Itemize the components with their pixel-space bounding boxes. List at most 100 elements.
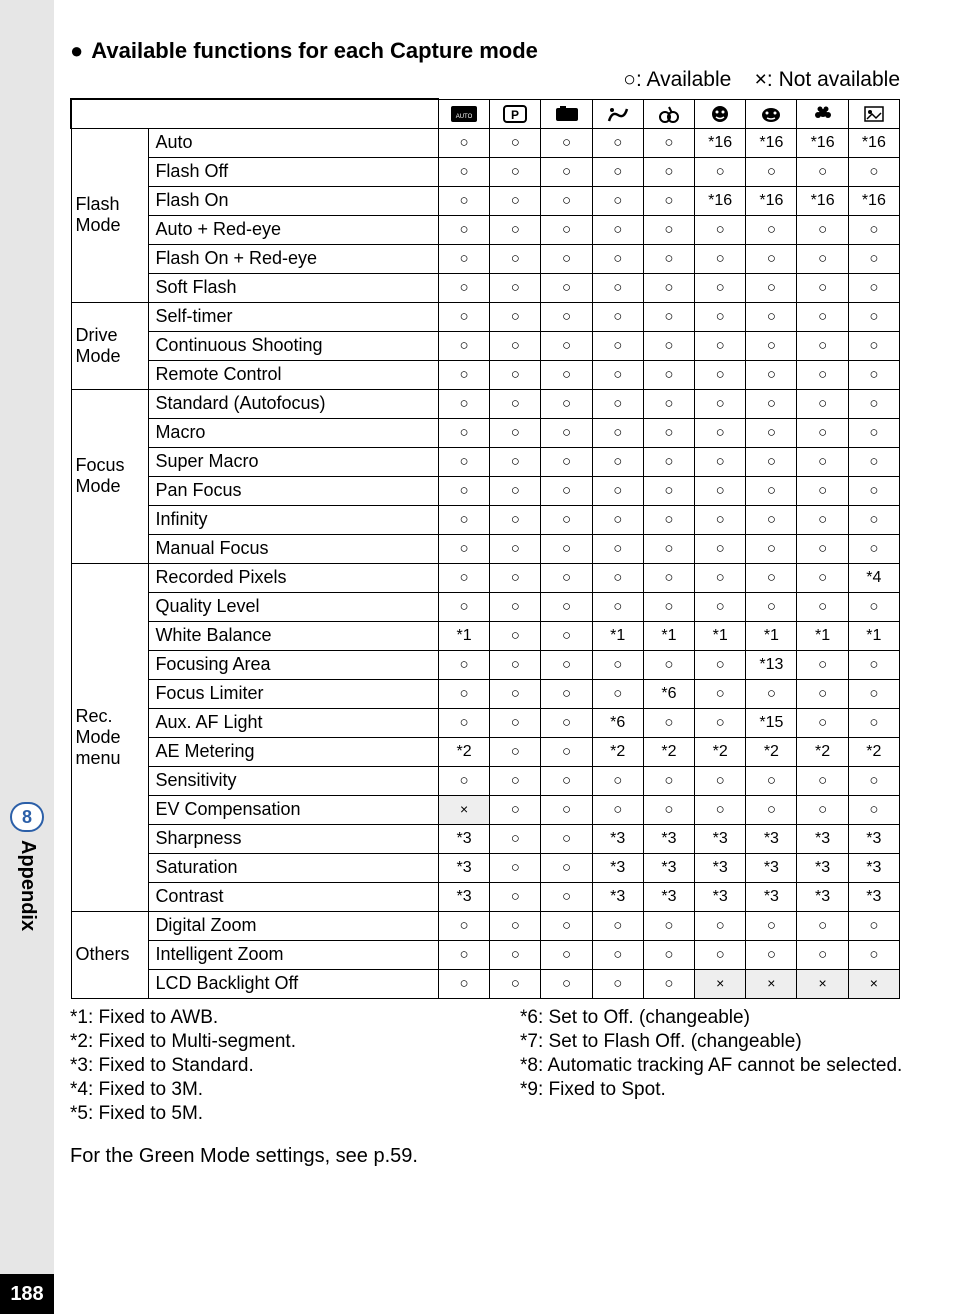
table-cell: ○ [490,969,541,998]
table-cell: ○ [797,418,848,447]
table-cell: ○ [643,244,694,273]
table-cell: ○ [848,592,899,621]
table-cell: ○ [797,331,848,360]
title-row: ● Available functions for each Capture m… [70,38,930,64]
table-cell: ○ [438,215,489,244]
table-cell: ○ [490,708,541,737]
svg-text:P: P [511,108,519,122]
table-row: White Balance*1○○*1*1*1*1*1*1 [71,621,900,650]
table-cell: ○ [490,592,541,621]
page: 8 Appendix 188 ● Available functions for… [0,0,954,1314]
table-cell: ○ [848,766,899,795]
row-label: Pan Focus [149,476,439,505]
table-row: Intelligent Zoom○○○○○○○○○ [71,940,900,969]
table-cell: ○ [848,418,899,447]
table-cell: *3 [592,824,643,853]
table-cell: ○ [592,476,643,505]
table-cell: ○ [643,186,694,215]
table-cell: ○ [746,505,797,534]
table-cell: ○ [490,418,541,447]
table-cell: ○ [695,331,746,360]
table-cell: ○ [438,911,489,940]
table-cell: ○ [438,563,489,592]
row-label: Recorded Pixels [149,563,439,592]
table-cell: ○ [643,476,694,505]
table-cell: ○ [695,302,746,331]
table-cell: ○ [746,911,797,940]
table-cell: *1 [643,621,694,650]
table-cell: *16 [797,186,848,215]
table-cell: ○ [592,911,643,940]
table-cell: *2 [438,737,489,766]
table-cell: ○ [746,679,797,708]
table-cell: ○ [695,592,746,621]
table-cell: ○ [490,882,541,911]
table-cell: ○ [848,447,899,476]
table-row: Sharpness*3○○*3*3*3*3*3*3 [71,824,900,853]
table-cell: ○ [695,708,746,737]
table-cell: ○ [797,476,848,505]
table-cell: *4 [848,563,899,592]
row-label: AE Metering [149,737,439,766]
table-cell: ○ [797,273,848,302]
legend-not-text: : Not available [767,68,900,91]
table-cell: ○ [438,331,489,360]
table-cell: *15 [746,708,797,737]
group-label: Flash Mode [71,128,149,302]
group-label: Focus Mode [71,389,149,563]
table-cell: ○ [541,592,592,621]
table-row: Continuous Shooting○○○○○○○○○ [71,331,900,360]
footnote-line: *5: Fixed to 5M. [70,1103,480,1125]
table-cell: ○ [490,563,541,592]
row-label: Saturation [149,853,439,882]
page-title: Available functions for each Capture mod… [91,38,538,64]
table-cell: *3 [746,853,797,882]
table-row: Saturation*3○○*3*3*3*3*3*3 [71,853,900,882]
table-row: EV Compensation×○○○○○○○○ [71,795,900,824]
table-cell: ○ [848,679,899,708]
header-blank [71,99,438,128]
table-cell: ○ [797,592,848,621]
table-cell: ○ [643,302,694,331]
table-cell: ○ [797,940,848,969]
row-label: EV Compensation [149,795,439,824]
table-cell: ○ [541,215,592,244]
row-label: Infinity [149,505,439,534]
table-cell: ○ [541,418,592,447]
table-cell: *1 [592,621,643,650]
mode-icon-6 [695,99,746,128]
table-cell: ○ [797,389,848,418]
table-cell: ○ [438,708,489,737]
table-cell: ○ [541,853,592,882]
table-cell: ○ [438,389,489,418]
table-cell: ○ [490,128,541,157]
table-cell: ○ [438,969,489,998]
group-label: Drive Mode [71,302,149,389]
table-cell: ○ [490,273,541,302]
bullet-icon: ● [70,38,83,64]
table-cell: ○ [848,360,899,389]
footnotes: *1: Fixed to AWB.*2: Fixed to Multi-segm… [70,1005,930,1127]
row-label: Quality Level [149,592,439,621]
table-cell: ○ [746,389,797,418]
table-cell: ○ [695,534,746,563]
table-cell: *3 [695,882,746,911]
row-label: Continuous Shooting [149,331,439,360]
row-label: Soft Flash [149,273,439,302]
table-cell: ○ [848,244,899,273]
table-cell: *3 [695,853,746,882]
table-cell: ○ [746,331,797,360]
closing-note: For the Green Mode settings, see p.59. [70,1145,930,1168]
footnote-line: *8: Automatic tracking AF cannot be sele… [520,1055,930,1077]
table-cell: ○ [695,476,746,505]
table-cell: ○ [746,795,797,824]
table-cell: *3 [848,882,899,911]
table-cell: ○ [490,824,541,853]
row-label: Focus Limiter [149,679,439,708]
table-row: Contrast*3○○*3*3*3*3*3*3 [71,882,900,911]
table-cell: ○ [746,215,797,244]
table-cell: *13 [746,650,797,679]
section-number-badge: 8 [10,802,44,832]
table-cell: ○ [592,679,643,708]
table-row: LCD Backlight Off○○○○○×××× [71,969,900,998]
